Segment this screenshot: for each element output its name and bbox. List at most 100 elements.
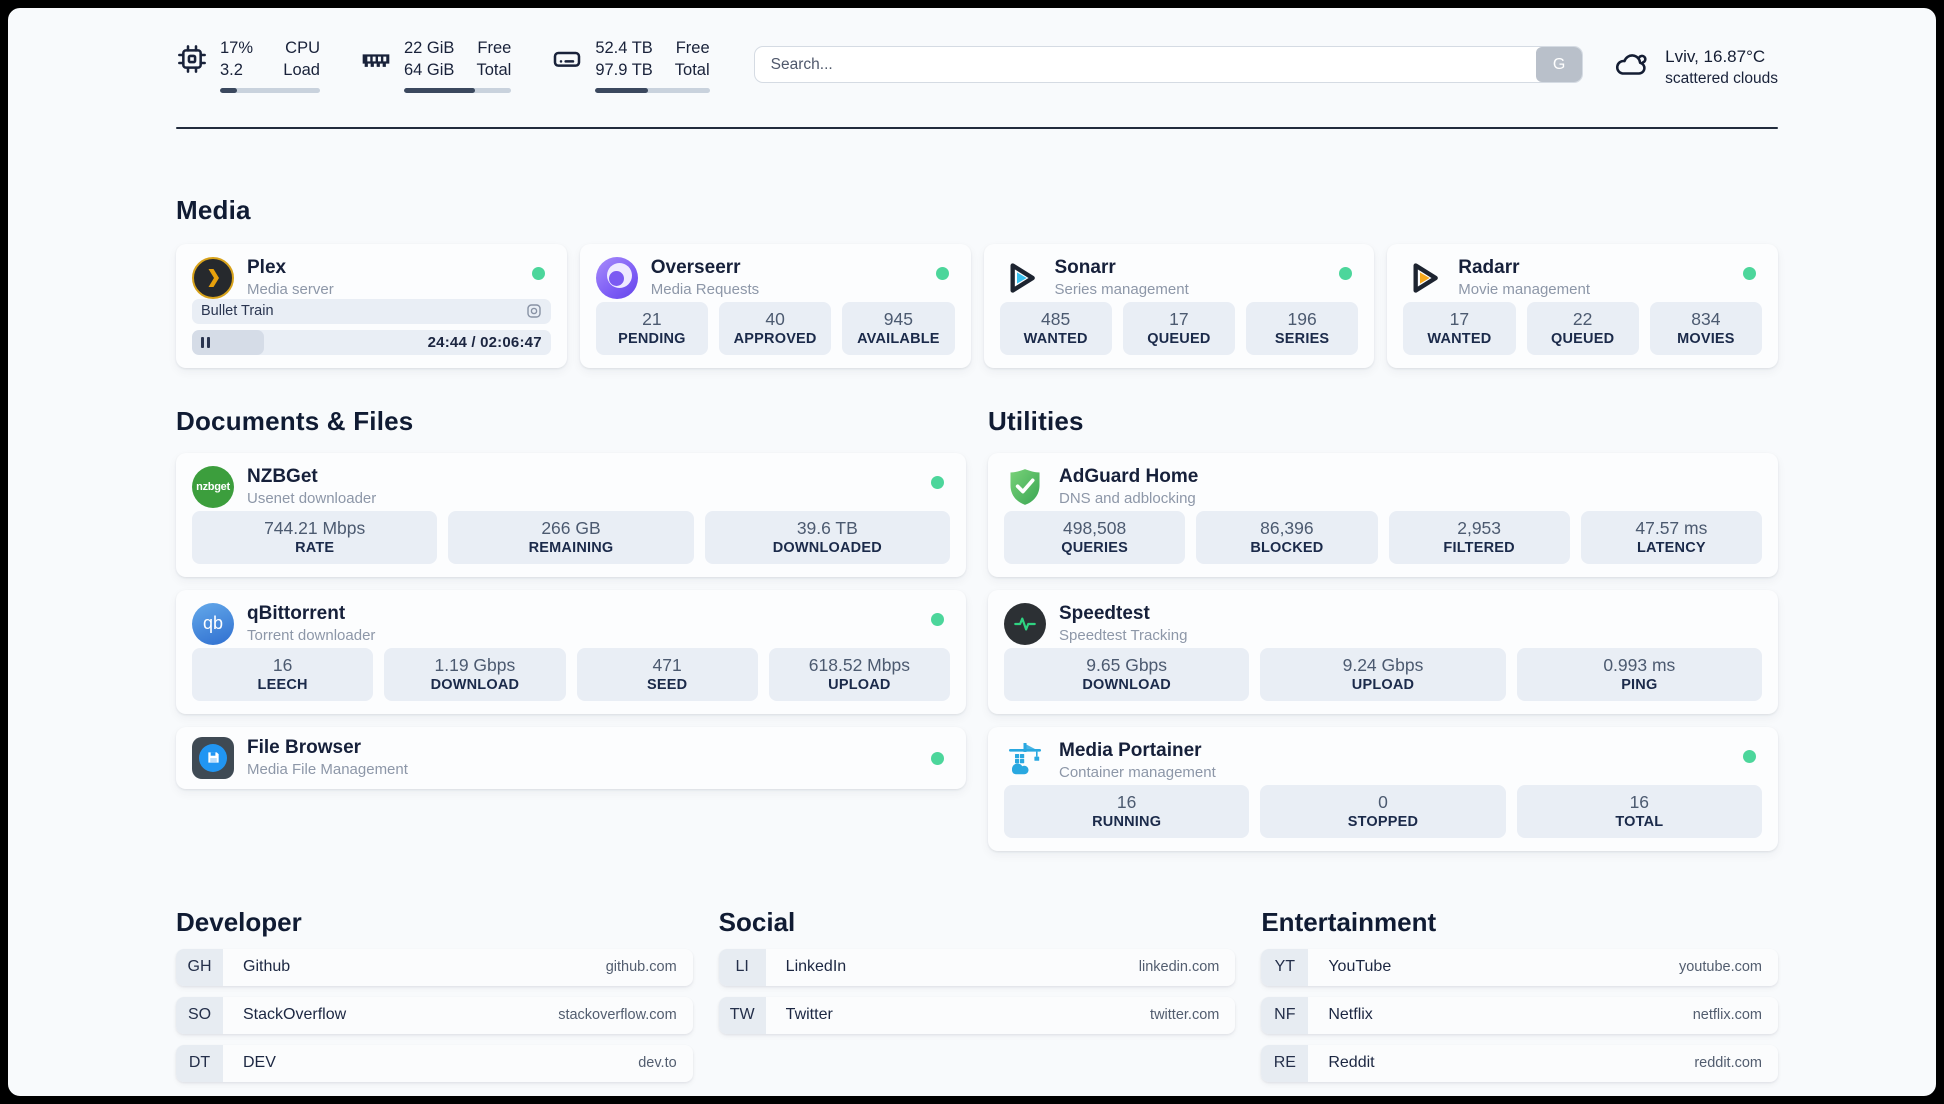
- service-name: Overseerr: [650, 257, 741, 279]
- bookmark-reddit[interactable]: RE Reddit reddit.com: [1261, 1044, 1779, 1082]
- stat-value: 485: [1041, 308, 1071, 329]
- stat-value: 498,508: [1062, 517, 1127, 538]
- service-card-adguard[interactable]: AdGuard Home DNS and adblocking 498,508 …: [988, 452, 1778, 577]
- stat-approved: 40 APPROVED: [719, 301, 832, 355]
- stat-label: WANTED: [1023, 330, 1088, 347]
- service-name: Media Portainer: [1059, 740, 1202, 762]
- ram-icon: [362, 54, 390, 67]
- top-bar: 17% CPU 3.2 Load 22 Gi: [8, 8, 1936, 93]
- stat-label: UPLOAD: [828, 676, 891, 693]
- stat-latency: 47.57 ms LATENCY: [1580, 510, 1762, 564]
- stat-leech: 16 LEECH: [192, 647, 374, 701]
- disk-widget: 52.4 TB Free 97.9 TB Total: [551, 38, 710, 93]
- bookmark-github[interactable]: GH Github github.com: [176, 948, 693, 986]
- bookmark-url: stackoverflow.com: [558, 1007, 677, 1024]
- service-card-speedtest[interactable]: Speedtest Speedtest Tracking 9.65 Gbps D…: [988, 589, 1778, 714]
- stat-label: TOTAL: [1615, 813, 1664, 830]
- service-description: DNS and adblocking: [1059, 490, 1196, 508]
- stat-label: PING: [1621, 676, 1658, 693]
- stat-available: 945 AVAILABLE: [842, 301, 955, 355]
- bookmark-abbr: TW: [718, 996, 766, 1034]
- service-description: Movie management: [1458, 281, 1590, 299]
- speedtest-icon: [1004, 602, 1046, 645]
- bookmark-group-developer: Developer GH Github github.com SO StackO…: [176, 907, 693, 1082]
- bookmarks-area: Developer GH Github github.com SO StackO…: [176, 907, 1779, 1082]
- service-card-filebrowser[interactable]: File Browser Media File Management: [176, 726, 966, 789]
- stat-downloaded: 39.6 TB DOWNLOADED: [704, 510, 950, 564]
- stat-label: SEED: [646, 676, 688, 693]
- plex-icon: [192, 256, 234, 299]
- cpu-widget: 17% CPU 3.2 Load: [176, 38, 320, 93]
- bookmark-netflix[interactable]: NF Netflix netflix.com: [1261, 996, 1779, 1034]
- bookmark-abbr: YT: [1261, 948, 1309, 986]
- stat-value: 471: [652, 654, 682, 675]
- stat-rate: 744.21 Mbps RATE: [192, 510, 438, 564]
- bookmark-url: dev.to: [638, 1055, 677, 1072]
- disk-progress-fill: [595, 87, 648, 93]
- stat-wanted: 485 WANTED: [999, 301, 1112, 355]
- stat-label: LEECH: [257, 676, 308, 693]
- pause-icon[interactable]: [201, 336, 210, 348]
- bookmark-name: YouTube: [1328, 958, 1392, 976]
- bookmark-stackoverflow[interactable]: SO StackOverflow stackoverflow.com: [176, 996, 693, 1034]
- stat-label: QUERIES: [1061, 539, 1128, 556]
- filebrowser-icon: [192, 736, 234, 779]
- service-card-sonarr[interactable]: Sonarr Series management 485 WANTED 17 Q…: [983, 243, 1375, 368]
- weather-location: Lviv, 16.87°C: [1665, 47, 1766, 66]
- sonarr-icon: [1000, 257, 1042, 299]
- qbittorrent-icon: qb: [192, 602, 234, 645]
- service-description: Media File Management: [247, 761, 408, 779]
- stat-value: 945: [883, 308, 913, 329]
- service-description: Series management: [1054, 281, 1189, 299]
- service-name: qBittorrent: [247, 603, 346, 625]
- stat-pending: 21 PENDING: [595, 301, 708, 355]
- bookmark-dev[interactable]: DT DEV dev.to: [176, 1044, 693, 1082]
- stat-label: APPROVED: [733, 330, 817, 347]
- weather-widget[interactable]: Lviv, 16.87°C scattered clouds: [1613, 46, 1778, 90]
- service-card-radarr[interactable]: Radarr Movie management 17 WANTED 22 QUE…: [1387, 243, 1778, 368]
- service-card-qbittorrent[interactable]: qb qBittorrent Torrent downloader 16 LEE…: [176, 589, 966, 714]
- cpu-load-label: Load: [283, 61, 320, 80]
- stat-value: 9.65 Gbps: [1086, 654, 1168, 675]
- disk-free-label: Free: [675, 39, 710, 57]
- playback-progress-bar[interactable]: 24:44 / 02:06:47: [192, 329, 551, 355]
- stat-upload: 618.52 Mbps UPLOAD: [768, 647, 950, 701]
- stat-value: 0: [1378, 791, 1388, 812]
- stat-label: REMAINING: [528, 539, 614, 556]
- cpu-label: CPU: [285, 39, 320, 57]
- stat-value: 834: [1691, 308, 1721, 329]
- bookmark-twitter[interactable]: TW Twitter twitter.com: [718, 996, 1236, 1034]
- search-engine-button[interactable]: G: [1536, 47, 1583, 82]
- search-input[interactable]: [754, 47, 1537, 82]
- service-name: Plex: [247, 257, 287, 279]
- ram-widget: 22 GiB Free 64 GiB Total: [360, 38, 512, 93]
- stat-label: SERIES: [1274, 330, 1330, 347]
- status-dot-online: [931, 475, 944, 489]
- status-dot-online: [935, 266, 949, 280]
- service-card-overseerr[interactable]: Overseerr Media Requests 21 PENDING 40 A…: [579, 243, 971, 368]
- stat-label: QUEUED: [1551, 330, 1615, 347]
- stat-series: 196 SERIES: [1246, 301, 1359, 355]
- stat-value: 16: [1629, 791, 1650, 812]
- service-name: Sonarr: [1054, 257, 1116, 279]
- stat-value: 9.24 Gbps: [1342, 654, 1424, 675]
- stat-label: DOWNLOADED: [772, 539, 882, 556]
- service-card-plex[interactable]: Plex Media server Bullet Train 24:44 / 0…: [176, 243, 567, 368]
- radarr-icon: [1403, 257, 1445, 299]
- stat-value: 618.52 Mbps: [808, 654, 910, 675]
- video-view-icon[interactable]: [526, 303, 542, 319]
- service-card-portainer[interactable]: Media Portainer Container management 16 …: [988, 726, 1778, 851]
- weather-condition: scattered clouds: [1665, 69, 1778, 87]
- bookmark-youtube[interactable]: YT YouTube youtube.com: [1261, 948, 1779, 986]
- bookmark-name: StackOverflow: [243, 1006, 347, 1024]
- stat-label: UPLOAD: [1351, 676, 1415, 693]
- stat-value: 39.6 TB: [796, 517, 858, 538]
- cpu-progress-fill: [220, 87, 237, 93]
- bookmark-linkedin[interactable]: LI LinkedIn linkedin.com: [718, 948, 1236, 986]
- bookmark-url: github.com: [605, 959, 677, 976]
- service-card-nzbget[interactable]: nzbget NZBGet Usenet downloader 744.21 M…: [176, 452, 966, 577]
- bookmark-abbr: SO: [176, 996, 223, 1034]
- stat-value: 47.57 ms: [1635, 517, 1708, 538]
- bookmark-group-entertainment: Entertainment YT YouTube youtube.com NF …: [1261, 907, 1779, 1082]
